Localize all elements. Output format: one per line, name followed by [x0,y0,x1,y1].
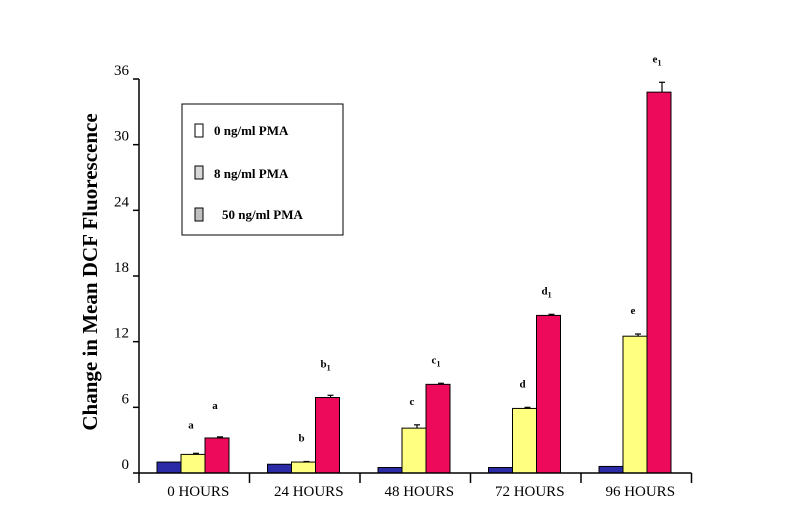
significance-label: c1 [432,354,441,368]
x-tick-label: 96 HOURS [605,484,675,500]
significance-label: a [212,400,218,412]
y-tick-label: 18 [114,260,129,276]
x-tick-label: 48 HOURS [384,484,454,500]
bar [646,91,672,474]
legend: 0 ng/ml PMA 8 ng/ml PMA 50 ng/ml PMA [181,103,344,236]
x-tick-label: 24 HOURS [274,484,344,500]
bar [598,465,624,474]
legend-box [181,103,344,236]
significance-label: b [298,433,304,445]
significance-subscript: 1 [548,290,552,299]
significance-label: d1 [541,285,551,299]
x-tick-label: 0 HOURS [167,484,229,500]
y-tick-label: 36 [114,63,130,79]
x-axis: 0 HOURS 24 HOURS 48 HOURS 72 HOURS 96 HOURS [138,472,693,500]
bars-group [156,91,672,474]
legend-label: 8 ng/ml PMA [214,166,289,181]
bar [291,461,316,474]
bar [377,467,403,474]
bar [401,427,427,474]
y-axis: 0 6 12 18 24 30 36 [114,63,140,474]
significance-subscript: 1 [327,363,331,372]
bar [536,314,561,474]
y-tick-label: 0 [122,457,130,473]
legend-swatch [194,165,204,180]
bar [156,461,182,474]
bar [267,463,292,474]
y-axis-label: Change in Mean DCF Fluorescence [78,113,102,430]
error-bars-group [193,81,665,463]
significance-subscript: 1 [657,58,661,67]
legend-swatch [194,207,204,222]
y-tick-label: 24 [114,194,130,210]
annotations-group: a a b b1 c c1 d d1 e e1 [188,53,661,444]
bar [315,396,340,474]
bar [180,453,206,474]
legend-swatch [194,123,204,138]
significance-label: e [631,305,636,317]
bar [512,407,537,474]
significance-label: c [410,396,415,408]
bar [425,383,451,474]
y-tick-label: 12 [114,326,129,342]
bar [488,467,513,474]
bar [622,335,648,474]
legend-label: 0 ng/ml PMA [214,123,289,138]
legend-label: 50 ng/ml PMA [222,207,303,222]
y-tick-label: 6 [122,391,130,407]
significance-label: d [519,378,525,390]
significance-label: e1 [653,53,662,67]
y-tick-label: 30 [114,129,129,145]
x-tick-label: 72 HOURS [495,484,565,500]
bar [204,437,230,474]
significance-label: b1 [320,358,330,372]
significance-subscript: 1 [436,359,440,368]
significance-label: a [188,419,194,431]
